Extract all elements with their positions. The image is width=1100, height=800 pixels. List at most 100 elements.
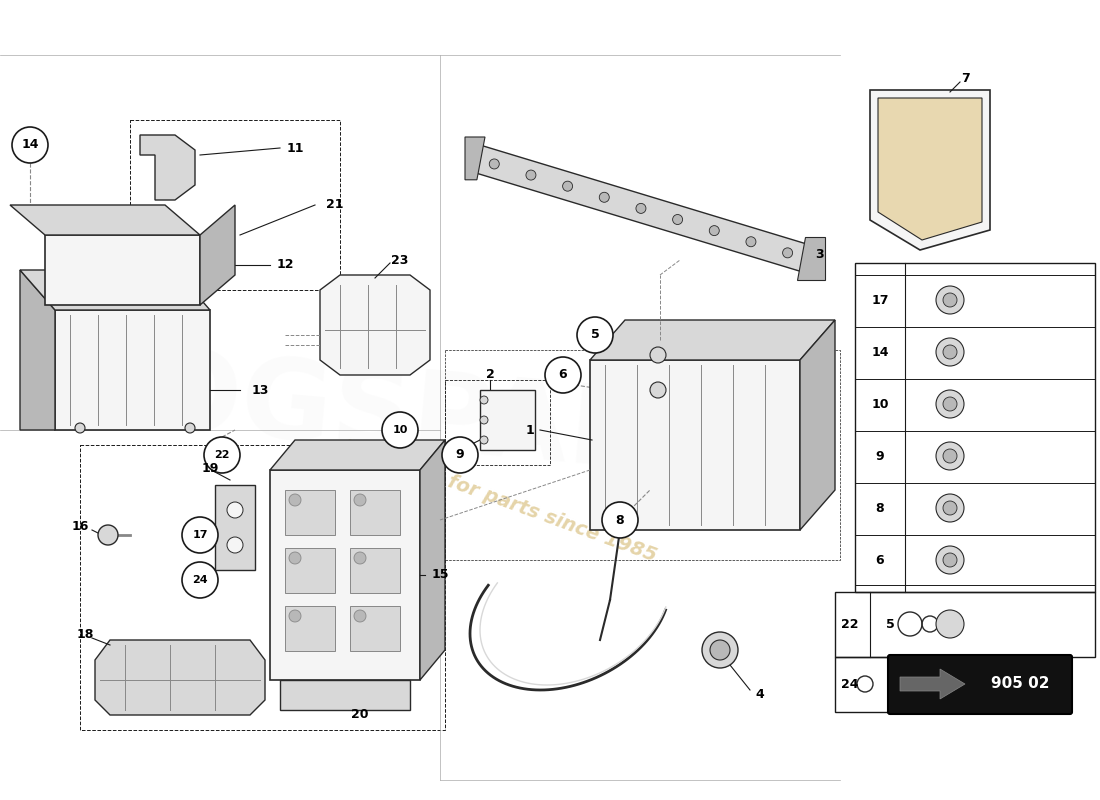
Circle shape <box>943 345 957 359</box>
Polygon shape <box>350 606 400 651</box>
Text: 5: 5 <box>591 329 600 342</box>
Text: 18: 18 <box>76 629 94 642</box>
Circle shape <box>480 416 488 424</box>
Polygon shape <box>270 470 420 680</box>
Text: 8: 8 <box>616 514 625 526</box>
Polygon shape <box>590 360 800 530</box>
Polygon shape <box>420 440 446 680</box>
Circle shape <box>490 159 499 169</box>
Circle shape <box>182 517 218 553</box>
Text: 9: 9 <box>876 450 884 462</box>
Text: 20: 20 <box>351 709 369 722</box>
Polygon shape <box>285 490 336 535</box>
Text: 21: 21 <box>327 198 343 211</box>
Circle shape <box>710 226 719 236</box>
Polygon shape <box>472 145 810 272</box>
Polygon shape <box>796 237 825 280</box>
Polygon shape <box>285 548 336 593</box>
Polygon shape <box>878 98 982 240</box>
Circle shape <box>289 494 301 506</box>
Polygon shape <box>200 205 235 305</box>
Text: 17: 17 <box>192 530 208 540</box>
Text: 2: 2 <box>485 369 494 382</box>
Circle shape <box>227 502 243 518</box>
Text: 22: 22 <box>842 618 859 630</box>
Polygon shape <box>20 270 55 430</box>
Text: 905 02: 905 02 <box>991 677 1049 691</box>
Circle shape <box>442 437 478 473</box>
Circle shape <box>480 396 488 404</box>
Text: 24: 24 <box>192 575 208 585</box>
Circle shape <box>746 237 756 246</box>
Text: 24: 24 <box>842 678 859 690</box>
Circle shape <box>289 610 301 622</box>
Circle shape <box>650 347 666 363</box>
Circle shape <box>943 501 957 515</box>
Text: 16: 16 <box>72 521 89 534</box>
Polygon shape <box>95 640 265 715</box>
Text: 23: 23 <box>392 254 409 266</box>
Polygon shape <box>320 275 430 375</box>
Circle shape <box>526 170 536 180</box>
Text: 12: 12 <box>276 258 294 271</box>
Circle shape <box>382 412 418 448</box>
Polygon shape <box>140 135 195 200</box>
Circle shape <box>936 390 964 418</box>
Circle shape <box>480 436 488 444</box>
Text: a passion for parts since 1985: a passion for parts since 1985 <box>341 434 659 566</box>
Polygon shape <box>800 320 835 530</box>
Circle shape <box>936 546 964 574</box>
Circle shape <box>943 293 957 307</box>
Circle shape <box>936 442 964 470</box>
Polygon shape <box>590 320 835 360</box>
Circle shape <box>672 214 683 225</box>
Circle shape <box>602 502 638 538</box>
Circle shape <box>636 203 646 214</box>
Polygon shape <box>55 310 210 430</box>
Text: 6: 6 <box>876 554 884 566</box>
Text: 5: 5 <box>886 618 894 630</box>
Circle shape <box>943 553 957 567</box>
Polygon shape <box>900 669 965 699</box>
Circle shape <box>782 248 793 258</box>
Circle shape <box>943 449 957 463</box>
Circle shape <box>354 610 366 622</box>
Circle shape <box>354 494 366 506</box>
Text: 22: 22 <box>214 450 230 460</box>
Text: 10: 10 <box>393 425 408 435</box>
Circle shape <box>227 537 243 553</box>
Circle shape <box>562 181 573 191</box>
Circle shape <box>75 423 85 433</box>
Circle shape <box>354 552 366 564</box>
Text: 1: 1 <box>526 423 535 437</box>
Circle shape <box>204 437 240 473</box>
Text: 19: 19 <box>201 462 219 474</box>
Text: 14: 14 <box>871 346 889 358</box>
Circle shape <box>12 127 48 163</box>
Text: 15: 15 <box>431 569 449 582</box>
Circle shape <box>185 423 195 433</box>
Circle shape <box>702 632 738 668</box>
Circle shape <box>943 397 957 411</box>
Text: 14: 14 <box>21 138 38 151</box>
Polygon shape <box>270 440 446 470</box>
Polygon shape <box>45 235 200 305</box>
Text: 8: 8 <box>876 502 884 514</box>
Polygon shape <box>280 680 410 710</box>
Polygon shape <box>10 205 200 235</box>
Circle shape <box>98 525 118 545</box>
Polygon shape <box>870 90 990 250</box>
Circle shape <box>936 338 964 366</box>
Text: 9: 9 <box>455 449 464 462</box>
Polygon shape <box>465 137 485 180</box>
Circle shape <box>650 382 666 398</box>
FancyBboxPatch shape <box>888 655 1072 714</box>
Polygon shape <box>214 485 255 570</box>
Polygon shape <box>20 270 210 310</box>
Circle shape <box>936 286 964 314</box>
Text: 3: 3 <box>816 249 824 262</box>
Text: 6: 6 <box>559 369 568 382</box>
Text: 7: 7 <box>960 71 969 85</box>
Polygon shape <box>285 606 336 651</box>
Circle shape <box>289 552 301 564</box>
